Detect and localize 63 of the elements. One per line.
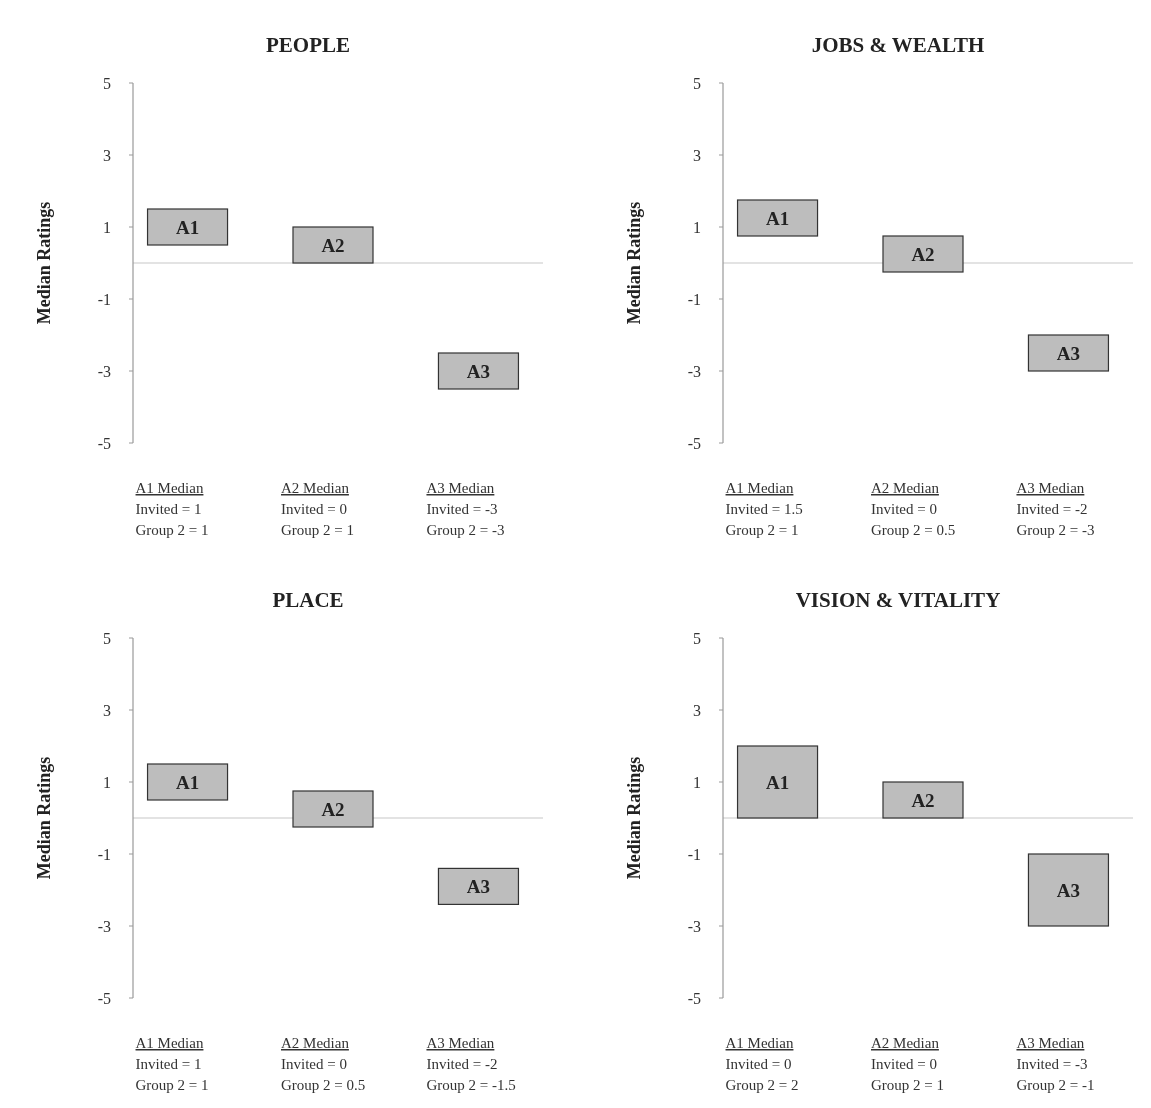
y-tick-label: -1 bbox=[687, 845, 701, 863]
y-tick-label: 1 bbox=[693, 773, 701, 791]
text: A3 Median Invited = -3 Group 2 = -1 bbox=[1016, 1035, 1095, 1093]
y-axis-title: Median Ratings bbox=[34, 756, 54, 880]
text: A1 Median Invited = 0 Group 2 = 2 bbox=[725, 1035, 799, 1093]
x-tick-label: A1 bbox=[175, 771, 200, 793]
x-tick-label: A1 bbox=[765, 207, 790, 229]
x-tick-label: A2 bbox=[911, 243, 935, 265]
y-tick-label: 1 bbox=[693, 218, 701, 236]
y-axis-title: Median Ratings bbox=[624, 201, 644, 325]
text: A1 Median Invited = 1 Group 2 = 1 bbox=[135, 480, 209, 538]
y-tick-label: 3 bbox=[103, 701, 111, 719]
text: A3 Median Invited = -2 Group 2 = -1.5 bbox=[426, 1035, 516, 1093]
chart-title: VISION & VITALITY bbox=[795, 588, 1001, 612]
text: A1 Median Invited = 1 Group 2 = 1 bbox=[135, 1035, 209, 1093]
y-tick-label: -3 bbox=[687, 362, 701, 380]
y-tick-label: -5 bbox=[97, 434, 111, 452]
y-axis-title: Median Ratings bbox=[34, 201, 54, 325]
text: A3 Median Invited = -2 Group 2 = -3 bbox=[1016, 480, 1095, 538]
y-tick-label: 3 bbox=[103, 146, 111, 164]
y-tick-label: -3 bbox=[97, 362, 111, 380]
text: A2 Median Invited = 0 Group 2 = 0.5 bbox=[871, 480, 956, 538]
bar bbox=[1027, 853, 1110, 927]
text: A3 Median Invited = -3 Group 2 = -3 bbox=[426, 480, 505, 538]
text: A2 Median Invited = 0 Group 2 = 1 bbox=[281, 480, 355, 538]
y-tick-label: -1 bbox=[97, 845, 111, 863]
y-tick-label: -1 bbox=[687, 290, 701, 308]
x-tick-label: A2 bbox=[321, 234, 345, 256]
x-tick-label: A1 bbox=[175, 216, 200, 238]
y-tick-label: 5 bbox=[693, 74, 701, 92]
chart-title: JOBS & WEALTH bbox=[811, 33, 985, 57]
y-tick-label: -1 bbox=[97, 290, 111, 308]
x-tick-label: A3 bbox=[466, 876, 491, 898]
y-tick-label: 3 bbox=[693, 701, 701, 719]
text: A2 Median Invited = 0 Group 2 = 1 bbox=[871, 1035, 945, 1093]
y-tick-label: 5 bbox=[103, 629, 111, 647]
x-tick-label: A3 bbox=[1056, 879, 1081, 901]
bar bbox=[146, 208, 229, 246]
y-tick-label: -3 bbox=[687, 917, 701, 935]
bar bbox=[146, 763, 229, 801]
y-tick-label: 5 bbox=[693, 629, 701, 647]
y-axis-title: Median Ratings bbox=[624, 756, 644, 880]
y-tick-label: -5 bbox=[97, 989, 111, 1007]
x-tick-label: A2 bbox=[911, 789, 935, 811]
y-tick-label: -3 bbox=[97, 917, 111, 935]
bar bbox=[437, 352, 520, 390]
x-tick-label: A2 bbox=[321, 798, 345, 820]
x-tick-label: A3 bbox=[466, 360, 491, 382]
y-tick-label: -5 bbox=[687, 434, 701, 452]
bar bbox=[437, 867, 520, 905]
text: A1 Median Invited = 1.5 Group 2 = 1 bbox=[725, 480, 803, 538]
chart-title: PLACE bbox=[272, 588, 344, 612]
x-tick-label: A3 bbox=[1056, 342, 1081, 364]
bar bbox=[1027, 334, 1110, 372]
x-tick-label: A1 bbox=[765, 771, 790, 793]
y-tick-label: 1 bbox=[103, 218, 111, 236]
y-tick-label: -5 bbox=[687, 989, 701, 1007]
chart-title: PEOPLE bbox=[265, 33, 351, 57]
y-tick-label: 1 bbox=[103, 773, 111, 791]
y-tick-label: 3 bbox=[693, 146, 701, 164]
y-tick-label: 5 bbox=[103, 74, 111, 92]
bar bbox=[736, 199, 819, 237]
text: A2 Median Invited = 0 Group 2 = 0.5 bbox=[281, 1035, 366, 1093]
